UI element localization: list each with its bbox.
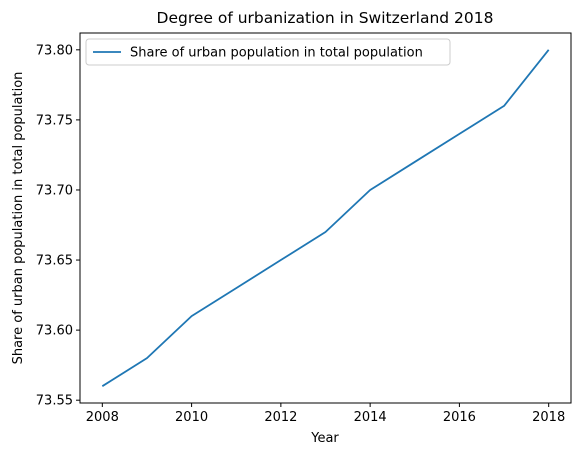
plot-frame [79,32,572,404]
x-tick-label: 2016 [443,410,476,425]
legend-box [85,38,451,66]
y-tick-label: 73.80 [36,43,73,58]
x-tick-label: 2012 [264,410,297,425]
x-tick-label: 2018 [532,410,565,425]
chart-title: Degree of urbanization in Switzerland 20… [157,9,494,27]
x-axis-title: Year [310,431,339,446]
y-tick-label: 73.60 [36,324,73,339]
x-axis: 2008 2010 2012 2014 2016 2018 [86,403,565,425]
y-tick-label: 73.55 [36,394,73,409]
y-axis: 73.55 73.60 73.65 73.70 73.75 73.80 [36,43,80,409]
y-tick-label: 73.70 [36,183,73,198]
x-tick-label: 2008 [86,410,119,425]
series-line-0 [101,49,550,387]
y-tick-label: 73.75 [36,113,73,128]
legend: Share of urban population in total popul… [85,38,451,66]
plot-area [101,49,550,387]
legend-label: Share of urban population in total popul… [130,46,423,61]
x-tick-label: 2010 [175,410,208,425]
y-tick-label: 73.65 [36,254,73,269]
x-tick-label: 2014 [354,410,387,425]
y-axis-title: Share of urban population in total popul… [11,72,26,365]
